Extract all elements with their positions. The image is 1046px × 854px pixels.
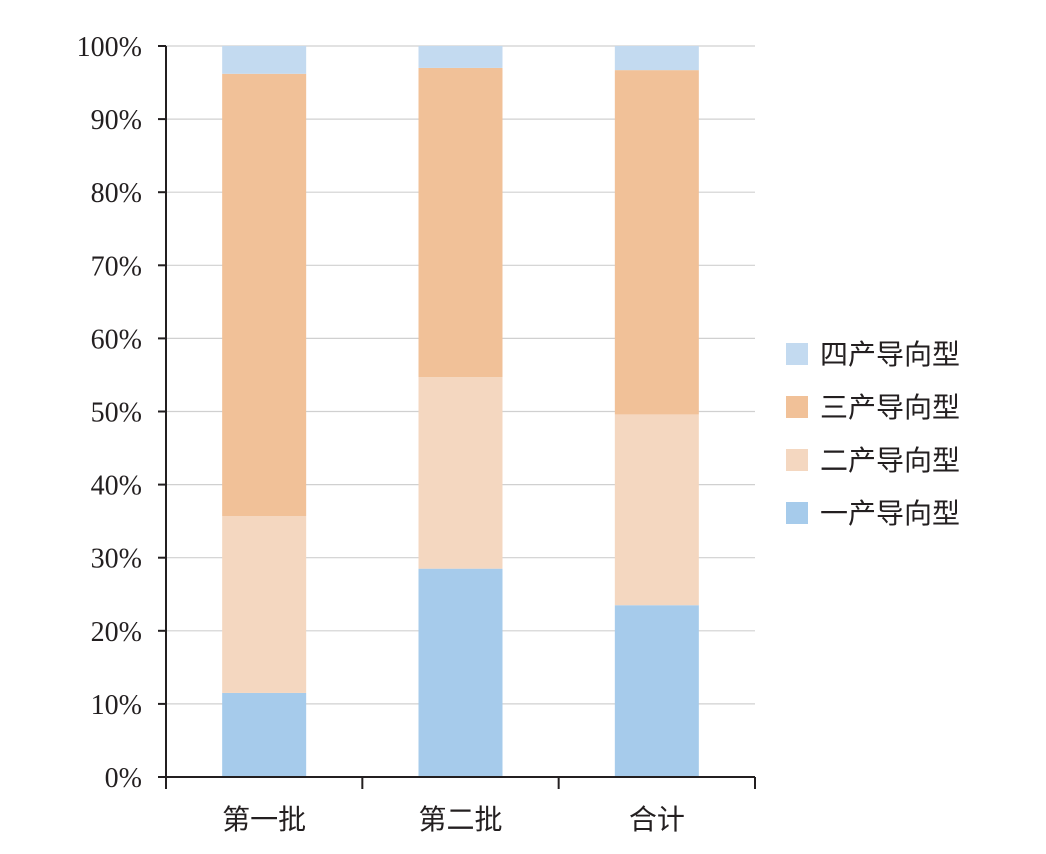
y-tick-label: 60%	[91, 324, 142, 355]
bar-segment	[222, 516, 307, 693]
bar-segment	[222, 46, 307, 74]
legend-label: 四产导向型	[820, 338, 960, 371]
y-tick-label: 30%	[91, 544, 142, 575]
bar-segment	[614, 414, 699, 606]
y-tick-label: 80%	[91, 178, 142, 209]
y-tick-label: 50%	[91, 398, 142, 429]
axis-layer: 0% 10% 20% 30% 40% 50% 60% 70% 80% 90% 100% 第一批 第二批 合…	[77, 32, 756, 836]
bar-segment	[222, 692, 307, 777]
legend-swatch	[786, 396, 808, 418]
legend-swatch	[786, 502, 808, 524]
x-category-label: 第一批	[222, 803, 306, 836]
legend-swatch	[786, 449, 808, 471]
y-tick-label: 90%	[91, 105, 142, 136]
legend-label: 二产导向型	[820, 444, 960, 477]
y-tick-label: 0%	[105, 763, 142, 794]
bar-segment	[418, 377, 503, 569]
y-tick-label: 70%	[91, 251, 142, 282]
bar-segment	[222, 73, 307, 517]
bar-segment	[614, 46, 699, 71]
bar-segment	[614, 605, 699, 777]
legend-swatch	[786, 343, 808, 365]
bar-segment	[614, 70, 699, 415]
legend-label: 三产导向型	[820, 391, 960, 424]
legend-label: 一产导向型	[820, 497, 960, 530]
bars-layer	[222, 46, 699, 777]
y-tick-label: 10%	[91, 690, 142, 721]
y-tick-label: 100%	[77, 32, 142, 63]
bar-segment	[418, 46, 503, 68]
x-category-label: 第二批	[418, 803, 502, 836]
bar-segment	[418, 67, 503, 378]
y-tick-label: 20%	[91, 617, 142, 648]
x-category-label: 合计	[629, 803, 685, 836]
y-tick-label: 40%	[91, 471, 142, 502]
bar-segment	[418, 568, 503, 777]
